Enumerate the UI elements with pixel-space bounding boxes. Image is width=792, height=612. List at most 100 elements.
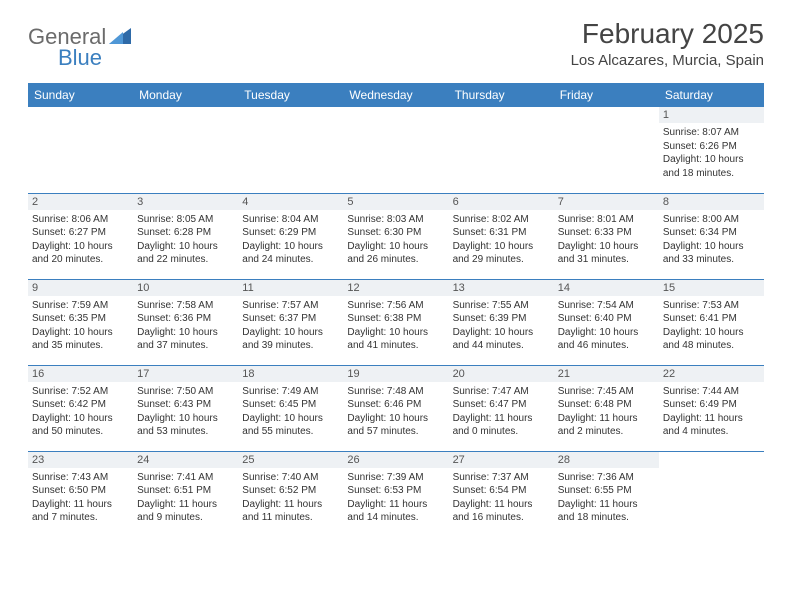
day-number: 21 <box>554 366 659 382</box>
weekday-header: Tuesday <box>238 83 343 107</box>
sunrise-text: Sunrise: 7:39 AM <box>347 471 444 485</box>
calendar-cell: 1 Sunrise: 8:07 AMSunset: 6:26 PMDaylight… <box>659 107 764 193</box>
sunset-text: Sunset: 6:40 PM <box>558 312 655 326</box>
day-details: Sunrise: 7:48 AMSunset: 6:46 PMDaylight:… <box>347 385 444 439</box>
sunrise-text: Sunrise: 7:37 AM <box>453 471 550 485</box>
daylight-text: Daylight: 10 hours and 22 minutes. <box>137 240 234 267</box>
daylight-text: Daylight: 10 hours and 26 minutes. <box>347 240 444 267</box>
sunrise-text: Sunrise: 7:58 AM <box>137 299 234 313</box>
day-details: Sunrise: 7:37 AMSunset: 6:54 PMDaylight:… <box>453 471 550 525</box>
daylight-text: Daylight: 11 hours and 11 minutes. <box>242 498 339 525</box>
month-title: February 2025 <box>571 18 764 50</box>
day-details: Sunrise: 8:00 AMSunset: 6:34 PMDaylight:… <box>663 213 760 267</box>
calendar-cell: 17Sunrise: 7:50 AMSunset: 6:43 PMDayligh… <box>133 365 238 451</box>
brand-part2: Blue <box>58 45 102 70</box>
calendar-cell: 28Sunrise: 7:36 AMSunset: 6:55 PMDayligh… <box>554 451 659 537</box>
day-details: Sunrise: 7:57 AMSunset: 6:37 PMDaylight:… <box>242 299 339 353</box>
daylight-text: Daylight: 10 hours and 50 minutes. <box>32 412 129 439</box>
sunset-text: Sunset: 6:43 PM <box>137 398 234 412</box>
day-details: Sunrise: 7:55 AMSunset: 6:39 PMDaylight:… <box>453 299 550 353</box>
daylight-text: Daylight: 10 hours and 33 minutes. <box>663 240 760 267</box>
sunrise-text: Sunrise: 7:50 AM <box>137 385 234 399</box>
sunset-text: Sunset: 6:34 PM <box>663 226 760 240</box>
daylight-text: Daylight: 10 hours and 44 minutes. <box>453 326 550 353</box>
daylight-text: Daylight: 10 hours and 55 minutes. <box>242 412 339 439</box>
calendar-row: 23Sunrise: 7:43 AMSunset: 6:50 PMDayligh… <box>28 451 764 537</box>
daylight-text: Daylight: 10 hours and 18 minutes. <box>663 153 760 180</box>
calendar-cell: 16Sunrise: 7:52 AMSunset: 6:42 PMDayligh… <box>28 365 133 451</box>
day-number: 10 <box>133 280 238 296</box>
calendar-cell <box>449 107 554 193</box>
day-details: Sunrise: 8:04 AMSunset: 6:29 PMDaylight:… <box>242 213 339 267</box>
weekday-header: Thursday <box>449 83 554 107</box>
calendar-row: 16Sunrise: 7:52 AMSunset: 6:42 PMDayligh… <box>28 365 764 451</box>
day-details: Sunrise: 7:40 AMSunset: 6:52 PMDaylight:… <box>242 471 339 525</box>
calendar-body: 1 Sunrise: 8:07 AMSunset: 6:26 PMDaylight… <box>28 107 764 537</box>
calendar-cell: 24 Sunrise: 7:41 AMSunset: 6:51 PMDayligh… <box>133 451 238 537</box>
sunset-text: Sunset: 6:53 PM <box>347 484 444 498</box>
calendar-row: 1 Sunrise: 8:07 AMSunset: 6:26 PMDaylight… <box>28 107 764 193</box>
daylight-text: Daylight: 11 hours and 2 minutes. <box>558 412 655 439</box>
sunrise-text: Sunrise: 8:04 AM <box>242 213 339 227</box>
day-number: 6 <box>449 194 554 210</box>
sunset-text: Sunset: 6:28 PM <box>137 226 234 240</box>
calendar-cell: 5 Sunrise: 8:03 AMSunset: 6:30 PMDaylight… <box>343 193 448 279</box>
day-number: 22 <box>659 366 764 382</box>
sunset-text: Sunset: 6:26 PM <box>663 140 760 154</box>
sunrise-text: Sunrise: 7:59 AM <box>32 299 129 313</box>
sunrise-text: Sunrise: 8:06 AM <box>32 213 129 227</box>
sunset-text: Sunset: 6:45 PM <box>242 398 339 412</box>
calendar-cell: 22Sunrise: 7:44 AMSunset: 6:49 PMDayligh… <box>659 365 764 451</box>
sunrise-text: Sunrise: 8:05 AM <box>137 213 234 227</box>
calendar-cell: 25Sunrise: 7:40 AMSunset: 6:52 PMDayligh… <box>238 451 343 537</box>
sunrise-text: Sunrise: 7:57 AM <box>242 299 339 313</box>
calendar-cell: 12Sunrise: 7:56 AMSunset: 6:38 PMDayligh… <box>343 279 448 365</box>
calendar-cell: 8 Sunrise: 8:00 AMSunset: 6:34 PMDaylight… <box>659 193 764 279</box>
sunset-text: Sunset: 6:41 PM <box>663 312 760 326</box>
day-details: Sunrise: 7:47 AMSunset: 6:47 PMDaylight:… <box>453 385 550 439</box>
day-details: Sunrise: 7:41 AMSunset: 6:51 PMDaylight:… <box>137 471 234 525</box>
calendar-cell: 27Sunrise: 7:37 AMSunset: 6:54 PMDayligh… <box>449 451 554 537</box>
sunset-text: Sunset: 6:42 PM <box>32 398 129 412</box>
day-number: 1 <box>659 107 764 123</box>
day-details: Sunrise: 8:07 AMSunset: 6:26 PMDaylight:… <box>663 126 760 180</box>
day-details: Sunrise: 8:05 AMSunset: 6:28 PMDaylight:… <box>137 213 234 267</box>
calendar-cell: 26Sunrise: 7:39 AMSunset: 6:53 PMDayligh… <box>343 451 448 537</box>
weekday-header: Wednesday <box>343 83 448 107</box>
day-number: 7 <box>554 194 659 210</box>
daylight-text: Daylight: 10 hours and 53 minutes. <box>137 412 234 439</box>
day-details: Sunrise: 7:43 AMSunset: 6:50 PMDaylight:… <box>32 471 129 525</box>
calendar-cell: 2Sunrise: 8:06 AMSunset: 6:27 PMDaylight… <box>28 193 133 279</box>
sunrise-text: Sunrise: 7:45 AM <box>558 385 655 399</box>
day-number: 24 <box>133 452 238 468</box>
daylight-text: Daylight: 11 hours and 9 minutes. <box>137 498 234 525</box>
day-details: Sunrise: 7:36 AMSunset: 6:55 PMDaylight:… <box>558 471 655 525</box>
sunset-text: Sunset: 6:27 PM <box>32 226 129 240</box>
calendar-cell <box>238 107 343 193</box>
sunrise-text: Sunrise: 7:54 AM <box>558 299 655 313</box>
calendar-table: Sunday Monday Tuesday Wednesday Thursday… <box>28 83 764 537</box>
sunset-text: Sunset: 6:54 PM <box>453 484 550 498</box>
day-number: 13 <box>449 280 554 296</box>
calendar-cell: 13 Sunrise: 7:55 AMSunset: 6:39 PMDayligh… <box>449 279 554 365</box>
day-details: Sunrise: 7:45 AMSunset: 6:48 PMDaylight:… <box>558 385 655 439</box>
day-details: Sunrise: 7:58 AMSunset: 6:36 PMDaylight:… <box>137 299 234 353</box>
day-details: Sunrise: 8:03 AMSunset: 6:30 PMDaylight:… <box>347 213 444 267</box>
sunrise-text: Sunrise: 7:36 AM <box>558 471 655 485</box>
daylight-text: Daylight: 11 hours and 16 minutes. <box>453 498 550 525</box>
day-number: 15 <box>659 280 764 296</box>
day-number: 5 <box>343 194 448 210</box>
day-number: 8 <box>659 194 764 210</box>
calendar-cell: 21 Sunrise: 7:45 AMSunset: 6:48 PMDayligh… <box>554 365 659 451</box>
daylight-text: Daylight: 11 hours and 7 minutes. <box>32 498 129 525</box>
day-details: Sunrise: 7:52 AMSunset: 6:42 PMDaylight:… <box>32 385 129 439</box>
location-subtitle: Los Alcazares, Murcia, Spain <box>571 52 764 69</box>
day-number: 18 <box>238 366 343 382</box>
day-number: 4 <box>238 194 343 210</box>
calendar-cell: 20Sunrise: 7:47 AMSunset: 6:47 PMDayligh… <box>449 365 554 451</box>
sunset-text: Sunset: 6:35 PM <box>32 312 129 326</box>
day-details: Sunrise: 8:06 AMSunset: 6:27 PMDaylight:… <box>32 213 129 267</box>
daylight-text: Daylight: 10 hours and 39 minutes. <box>242 326 339 353</box>
daylight-text: Daylight: 10 hours and 31 minutes. <box>558 240 655 267</box>
sunset-text: Sunset: 6:49 PM <box>663 398 760 412</box>
